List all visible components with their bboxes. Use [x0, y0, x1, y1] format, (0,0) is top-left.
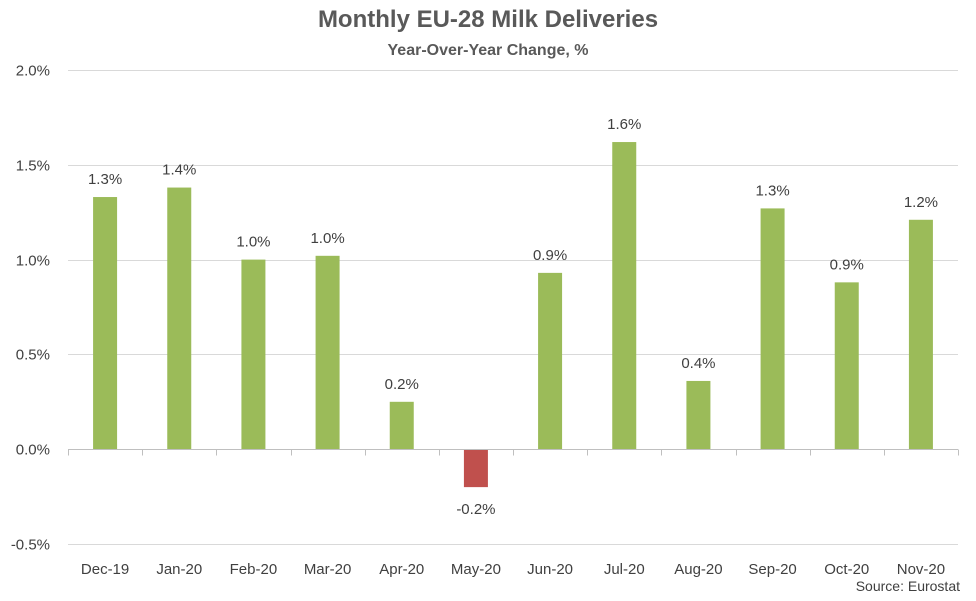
data-label: 1.0% [310, 230, 344, 247]
x-tick-label: Nov-20 [897, 561, 945, 578]
bar [908, 219, 933, 450]
data-label: 0.9% [533, 247, 567, 264]
bar [612, 142, 637, 450]
data-label: 1.6% [607, 116, 641, 133]
data-label: 1.0% [236, 234, 270, 251]
bar [463, 449, 488, 488]
x-tick-label: Apr-20 [379, 561, 424, 578]
data-label: 1.2% [904, 194, 938, 211]
x-tick-label: Sep-20 [748, 561, 796, 578]
bar [538, 272, 563, 450]
data-label: 1.3% [88, 171, 122, 188]
x-tick-label: Jul-20 [604, 561, 645, 578]
data-label: 0.4% [681, 355, 715, 372]
x-tick-label: Feb-20 [230, 561, 278, 578]
chart-title: Monthly EU-28 Milk Deliveries [317, 6, 659, 33]
x-tick-label: May-20 [451, 561, 501, 578]
x-tick-label: Dec-19 [81, 561, 129, 578]
y-tick-label: 1.5% [16, 158, 50, 175]
x-tick-label: Mar-20 [304, 561, 352, 578]
data-label: 1.4% [162, 162, 196, 179]
bar [241, 259, 266, 450]
x-tick-label: Jan-20 [156, 561, 202, 578]
y-tick-label: 0.0% [16, 442, 50, 459]
data-label: 0.2% [385, 376, 419, 393]
y-tick-label: 2.0% [16, 63, 50, 80]
bar [686, 380, 711, 450]
bar [389, 401, 414, 450]
data-label: 1.3% [755, 182, 789, 199]
bar [760, 208, 785, 450]
bar [315, 255, 340, 450]
data-label: -0.2% [456, 501, 495, 518]
data-label: 0.9% [830, 256, 864, 273]
x-tick-label: Aug-20 [674, 561, 722, 578]
bar [93, 197, 118, 450]
bar [834, 282, 859, 450]
chart-subtitle: Year-Over-Year Change, % [387, 42, 589, 59]
x-tick-label: Jun-20 [527, 561, 573, 578]
y-tick-label: 1.0% [16, 253, 50, 270]
source-note: Source: Eurostat [855, 578, 960, 594]
bar [167, 187, 192, 450]
y-tick-label: -0.5% [11, 537, 50, 554]
y-tick-label: 0.5% [16, 347, 50, 364]
x-tick-label: Oct-20 [824, 561, 869, 578]
